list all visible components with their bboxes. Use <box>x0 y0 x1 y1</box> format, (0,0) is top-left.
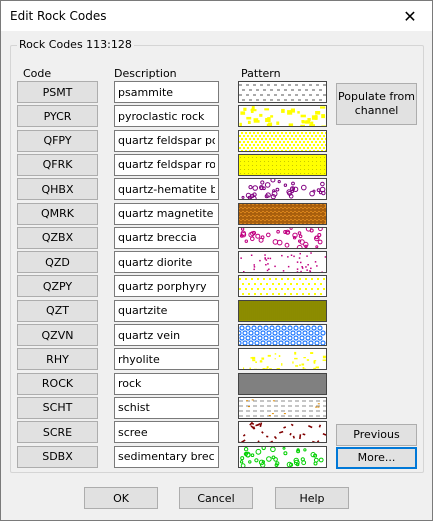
code-button[interactable]: QMRK <box>17 202 98 225</box>
code-button[interactable]: QZT <box>17 299 98 322</box>
cancel-button[interactable]: Cancel <box>179 487 253 509</box>
group-label: Rock Codes 113:128 <box>17 38 134 51</box>
populate-from-channel-button[interactable]: Populate from channel <box>336 83 417 125</box>
code-button[interactable]: QZVN <box>17 324 98 346</box>
description-column-header: Description <box>114 67 177 80</box>
description-input[interactable] <box>114 251 219 274</box>
pattern-swatch[interactable] <box>238 372 327 395</box>
pattern-swatch[interactable] <box>238 105 327 128</box>
help-button[interactable]: Help <box>275 487 349 509</box>
pattern-column-header: Pattern <box>241 67 281 80</box>
description-input[interactable] <box>114 105 219 128</box>
description-input[interactable] <box>114 396 219 419</box>
close-icon: ✕ <box>403 6 417 26</box>
pattern-swatch[interactable] <box>238 81 327 103</box>
description-input[interactable] <box>114 299 219 322</box>
code-button[interactable]: QZPY <box>17 275 98 298</box>
description-input[interactable] <box>114 421 219 444</box>
description-input[interactable] <box>114 81 219 103</box>
code-button[interactable]: QFPY <box>17 129 98 152</box>
code-button[interactable]: SCRE <box>17 421 98 444</box>
description-input[interactable] <box>114 202 219 225</box>
code-button[interactable]: QZD <box>17 251 98 274</box>
previous-button[interactable]: Previous <box>336 424 417 446</box>
ok-button[interactable]: OK <box>84 487 158 509</box>
pattern-swatch[interactable] <box>238 178 327 201</box>
close-button[interactable]: ✕ <box>388 1 432 31</box>
code-column-header: Code <box>23 67 52 80</box>
pattern-swatch[interactable] <box>238 251 327 274</box>
code-button[interactable]: QHBX <box>17 178 98 201</box>
pattern-swatch[interactable] <box>238 396 327 419</box>
description-input[interactable] <box>114 178 219 201</box>
title-bar: Edit Rock Codes ✕ <box>1 1 432 31</box>
description-input[interactable] <box>114 348 219 371</box>
description-input[interactable] <box>114 275 219 298</box>
code-button[interactable]: SDBX <box>17 445 98 468</box>
code-button[interactable]: PYCR <box>17 105 98 128</box>
pattern-swatch[interactable] <box>238 324 327 346</box>
description-input[interactable] <box>114 372 219 395</box>
code-button[interactable]: ROCK <box>17 372 98 395</box>
description-input[interactable] <box>114 129 219 152</box>
pattern-swatch[interactable] <box>238 153 327 176</box>
pattern-swatch[interactable] <box>238 299 327 322</box>
pattern-swatch[interactable] <box>238 202 327 225</box>
description-input[interactable] <box>114 153 219 176</box>
pattern-swatch[interactable] <box>238 445 327 468</box>
pattern-swatch[interactable] <box>238 348 327 371</box>
dialog-title: Edit Rock Codes <box>10 9 107 23</box>
code-button[interactable]: RHY <box>17 348 98 371</box>
code-button[interactable]: PSMT <box>17 81 98 103</box>
code-button[interactable]: QZBX <box>17 226 98 249</box>
description-input[interactable] <box>114 445 219 468</box>
more-button[interactable]: More... <box>336 447 417 469</box>
pattern-swatch[interactable] <box>238 226 327 249</box>
code-button[interactable]: QFRK <box>17 153 98 176</box>
pattern-swatch[interactable] <box>238 421 327 444</box>
pattern-swatch[interactable] <box>238 129 327 152</box>
description-input[interactable] <box>114 324 219 346</box>
rock-codes-groupbox <box>10 45 424 473</box>
pattern-swatch[interactable] <box>238 275 327 298</box>
description-input[interactable] <box>114 226 219 249</box>
code-button[interactable]: SCHT <box>17 396 98 419</box>
